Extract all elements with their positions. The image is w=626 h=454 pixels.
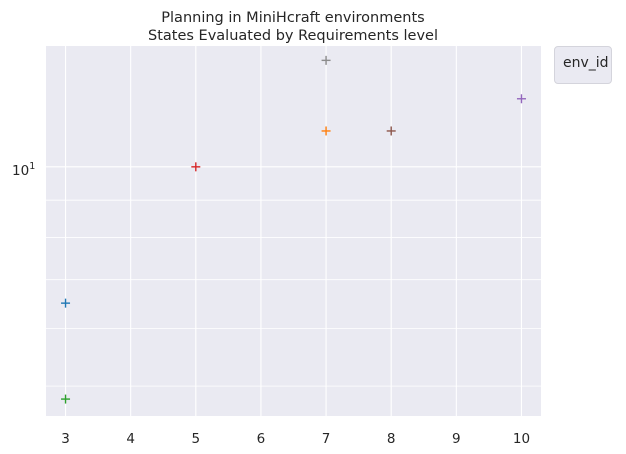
data-point [321, 126, 331, 136]
x-tick-label: 9 [452, 431, 461, 447]
data-point [191, 162, 201, 172]
x-tick-label: 5 [192, 431, 201, 447]
legend-title: env_id [563, 55, 609, 71]
x-tick-label: 8 [387, 431, 396, 447]
data-points [61, 55, 526, 404]
x-tick-labels: 3 4 5 6 7 8 9 10 [61, 431, 530, 447]
legend: env_id [554, 46, 612, 84]
y-tick-label: 101 [12, 161, 35, 179]
data-point [61, 298, 71, 308]
data-point [61, 394, 71, 404]
chart-title: Planning in MiniHcraft environments [161, 10, 424, 26]
x-tick-label: 4 [126, 431, 135, 447]
data-point [321, 55, 331, 65]
x-tick-label: 7 [322, 431, 331, 447]
grid-lines [46, 46, 541, 416]
data-point [516, 94, 526, 104]
x-tick-label: 10 [513, 431, 530, 447]
x-tick-label: 6 [257, 431, 266, 447]
plot-area [46, 46, 541, 416]
chart-subtitle: States Evaluated by Requirements level [148, 28, 438, 44]
data-point [386, 126, 396, 136]
x-tick-label: 3 [61, 431, 70, 447]
